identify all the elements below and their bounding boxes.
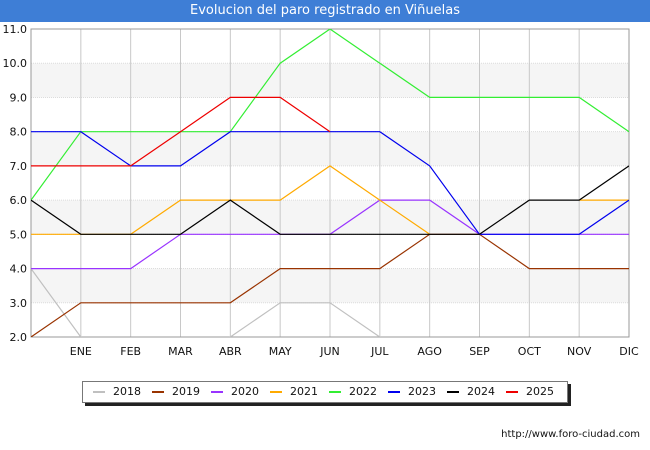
legend-item-2024: 2024 xyxy=(447,382,495,402)
y-tick-label: 11.0 xyxy=(3,23,28,36)
legend-item-2022: 2022 xyxy=(329,382,377,402)
x-tick-label: AGO xyxy=(417,345,442,358)
x-tick-label: OCT xyxy=(518,345,541,358)
source-url: http://www.foro-ciudad.com xyxy=(501,429,640,440)
legend-item-2023: 2023 xyxy=(388,382,436,402)
legend-item-2025: 2025 xyxy=(506,382,554,402)
x-tick-label: DIC xyxy=(619,345,639,358)
x-tick-label: MAR xyxy=(168,345,193,358)
series-line-2025 xyxy=(31,96,331,167)
x-tick-label: ABR xyxy=(219,345,242,358)
legend-label-2021: 2021 xyxy=(290,385,318,398)
legend-swatch-2022 xyxy=(329,391,341,393)
y-tick-label: 8.0 xyxy=(10,126,28,139)
legend-label-2022: 2022 xyxy=(349,385,377,398)
y-tick-labels: 2.0 3.0 4.0 5.0 6.0 7.0 8.0 9.0 10.0 11.0 xyxy=(3,23,28,344)
legend-label-2019: 2019 xyxy=(172,385,200,398)
x-tick-label: ENE xyxy=(70,345,92,358)
legend-item-2021: 2021 xyxy=(270,382,318,402)
series-line-2022 xyxy=(31,29,629,201)
series-line-2024 xyxy=(31,165,629,235)
x-tick-label: SEP xyxy=(469,345,490,358)
series-line-2019 xyxy=(31,233,629,337)
y-tick-label: 4.0 xyxy=(10,263,28,276)
x-tick-label: FEB xyxy=(120,345,141,358)
y-tick-label: 10.0 xyxy=(3,57,28,70)
legend-item-2020: 2020 xyxy=(211,382,259,402)
series-lines xyxy=(31,29,629,337)
y-tick-label: 2.0 xyxy=(10,331,28,344)
y-tick-label: 5.0 xyxy=(10,228,28,241)
legend-swatch-2020 xyxy=(211,391,223,393)
x-tick-label: MAY xyxy=(269,345,292,358)
legend-swatch-2024 xyxy=(447,391,459,393)
legend-item-2018: 2018 xyxy=(93,382,141,402)
legend-label-2024: 2024 xyxy=(467,385,495,398)
legend-label-2023: 2023 xyxy=(408,385,436,398)
y-tick-label: 7.0 xyxy=(10,160,28,173)
legend-swatch-2021 xyxy=(270,391,282,393)
y-tick-label: 3.0 xyxy=(10,297,28,310)
x-tick-label: JUL xyxy=(370,345,389,358)
x-tick-label: JUN xyxy=(319,345,340,358)
legend-label-2020: 2020 xyxy=(231,385,259,398)
x-tick-labels: ENE FEB MAR ABR MAY JUN JUL AGO SEP OCT NOV DIC xyxy=(70,345,639,358)
series-line-2018 xyxy=(31,268,381,337)
legend-label-2025: 2025 xyxy=(526,385,554,398)
legend: 2018 2019 2020 2021 2022 2023 2024 2025 xyxy=(82,381,568,403)
legend-item-2019: 2019 xyxy=(152,382,200,402)
legend-swatch-2023 xyxy=(388,391,400,393)
chart-title: Evolucion del paro registrado en Viñuela… xyxy=(0,0,650,22)
legend-label-2018: 2018 xyxy=(113,385,141,398)
legend-swatch-2025 xyxy=(506,391,518,393)
x-tick-label: NOV xyxy=(567,345,592,358)
y-tick-label: 6.0 xyxy=(10,194,28,207)
legend-swatch-2018 xyxy=(93,391,105,393)
y-tick-label: 9.0 xyxy=(10,91,28,104)
legend-swatch-2019 xyxy=(152,391,164,393)
